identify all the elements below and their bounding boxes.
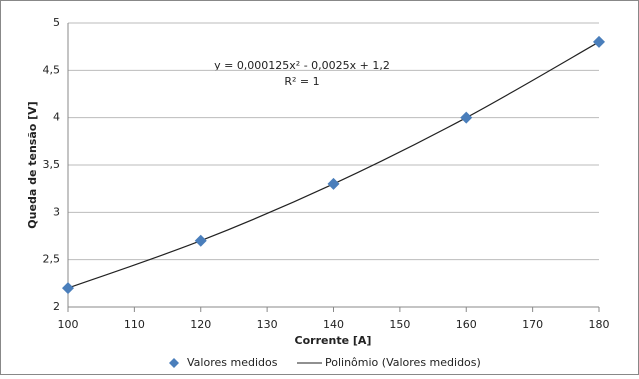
marker [62,282,74,295]
marker [194,234,207,247]
x-tick-label: 150 [389,318,410,331]
y-tick-label: 4,5 [43,63,61,76]
y-tick-label: 5 [53,16,60,29]
x-tick-label: 130 [257,318,278,331]
y-tick-label: 3,5 [43,158,61,171]
x-tick-label: 120 [190,318,211,331]
legend-label: Valores medidos [187,356,278,369]
marker [593,35,605,48]
legend-marker [169,358,179,368]
x-tick-label: 110 [124,318,145,331]
y-tick-label: 2 [53,300,60,313]
marker [327,177,340,190]
x-tick-label: 170 [522,318,543,331]
y-tick-label: 4 [53,111,60,124]
x-tick-label: 180 [589,318,610,331]
legend-label: Polinômio (Valores medidos) [325,356,481,369]
r-squared: R² = 1 [284,75,319,88]
equation: y = 0,000125x² - 0,0025x + 1,2 [214,59,390,72]
y-tick-label: 2,5 [43,253,61,266]
x-tick-label: 160 [456,318,477,331]
x-tick-label: 100 [58,318,79,331]
x-tick-label: 140 [323,318,344,331]
x-axis-label: Corrente [A] [295,334,372,347]
y-tick-label: 3 [53,205,60,218]
marker [460,111,473,124]
y-axis-label: Queda de tensão [V] [26,101,39,228]
